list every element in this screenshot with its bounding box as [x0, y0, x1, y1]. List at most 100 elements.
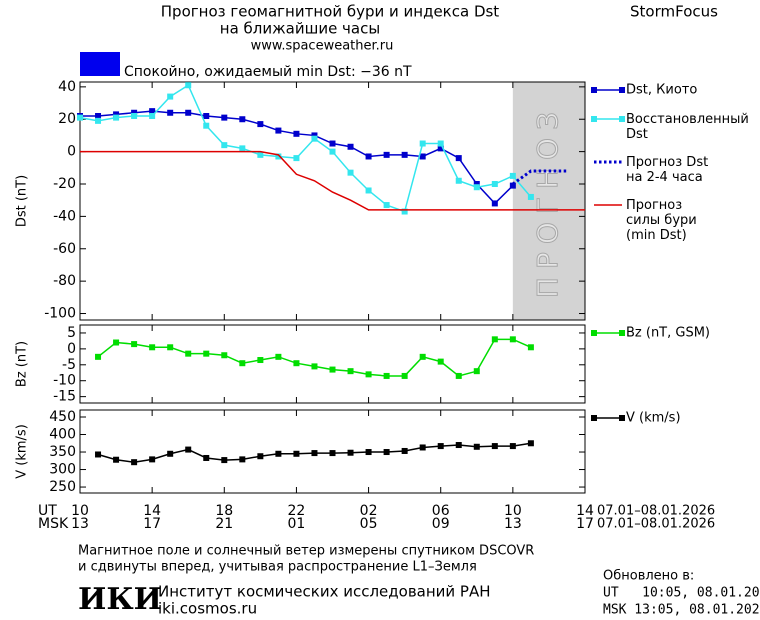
y-tick-label: -15 — [53, 389, 76, 405]
data-point — [509, 336, 516, 343]
data-point — [293, 360, 300, 367]
data-point — [311, 363, 318, 370]
legend-marker — [619, 116, 625, 122]
data-point — [365, 371, 372, 378]
data-point — [437, 443, 444, 450]
data-point — [311, 450, 318, 457]
y-axis-label: Bz (nT) — [15, 341, 30, 387]
data-point — [347, 368, 354, 375]
data-point — [113, 339, 120, 346]
legend-marker — [619, 330, 625, 336]
data-point — [167, 109, 174, 116]
legend-marker — [619, 415, 625, 421]
legend-label: V (km/s) — [626, 411, 681, 426]
x-tick-label: 10 — [504, 503, 522, 519]
data-point — [473, 443, 480, 450]
x-row-label: UT — [38, 503, 57, 519]
y-tick-label: -100 — [44, 306, 76, 322]
plot-frame — [79, 409, 586, 494]
legend-marker — [591, 415, 597, 421]
x-tick-label: 14 — [576, 503, 594, 519]
data-point — [257, 151, 264, 158]
data-point — [491, 181, 498, 187]
legend-marker — [591, 116, 597, 122]
data-point — [473, 368, 480, 375]
data-point — [401, 447, 408, 454]
y-tick-label: 400 — [49, 427, 76, 443]
y-tick-label: 5 — [67, 325, 76, 341]
y-axis-label: Dst (nT) — [15, 175, 30, 227]
x-tick-label-msk: 17 — [143, 516, 161, 532]
data-point — [95, 113, 102, 119]
data-point — [347, 169, 354, 176]
status-text: Спокойно, ожидаемый min Dst: −36 nT — [124, 64, 412, 80]
data-point — [95, 117, 102, 124]
data-point — [401, 372, 408, 379]
data-point — [257, 453, 264, 460]
forecast-label: ПРОГНОЗ — [531, 104, 564, 298]
data-point — [365, 153, 372, 160]
data-point — [131, 113, 138, 119]
y-tick-label: 40 — [58, 79, 76, 95]
data-point — [509, 182, 516, 189]
data-point — [167, 344, 174, 351]
data-point — [131, 109, 138, 116]
data-point — [419, 153, 426, 160]
data-point — [275, 450, 282, 457]
data-point — [221, 114, 228, 121]
plot-frame — [79, 324, 586, 404]
data-point — [185, 350, 192, 357]
x-tick-label: 18 — [215, 503, 233, 519]
data-point — [509, 172, 516, 179]
x-tick-label-msk: 05 — [360, 516, 378, 532]
data-point — [185, 82, 192, 89]
forecast-region — [512, 82, 585, 320]
data-point — [95, 353, 102, 360]
x-tick-label: 22 — [288, 503, 306, 519]
legend-label: Dst, Киото — [626, 83, 697, 98]
data-point — [149, 108, 156, 115]
data-point — [419, 140, 426, 147]
y-tick-label: 20 — [58, 111, 76, 127]
y-tick-label: -10 — [53, 373, 76, 389]
legend-marker — [591, 87, 597, 93]
url: www.spaceweather.ru — [251, 39, 394, 54]
data-point — [185, 109, 192, 116]
x-tick-label: 14 — [143, 503, 161, 519]
data-point — [437, 358, 444, 365]
data-point — [221, 457, 228, 464]
x-tick-label-msk: 21 — [215, 516, 233, 532]
data-point — [293, 450, 300, 457]
data-point — [401, 151, 408, 158]
data-point — [509, 443, 516, 450]
data-point — [203, 122, 210, 129]
legend-item: Прогноз Dst на 2-4 часа — [594, 155, 708, 185]
data-point — [311, 132, 318, 139]
data-point — [149, 113, 156, 119]
data-point — [455, 372, 462, 379]
x-tick-label-msk: 13 — [71, 516, 89, 532]
y-tick-label: 0 — [67, 144, 76, 160]
data-point — [257, 357, 264, 364]
y-tick-label: 250 — [49, 479, 76, 495]
data-point — [491, 336, 498, 343]
data-point — [239, 145, 246, 152]
x-tick-label: 02 — [360, 503, 378, 519]
data-point — [473, 181, 480, 187]
x-tick-label: 10 — [71, 503, 89, 519]
y-tick-label: 350 — [49, 444, 76, 460]
legend-label: Прогноз Dst на 2-4 часа — [626, 155, 708, 185]
legend-item: Прогноз силы бури (min Dst) — [594, 198, 697, 243]
x-tick-label-msk: 17 — [576, 516, 594, 532]
data-point — [527, 344, 534, 351]
legend-item: V (km/s) — [591, 411, 681, 426]
data-point — [221, 142, 228, 149]
data-point — [329, 148, 336, 155]
data-point — [347, 143, 354, 150]
data-point — [275, 353, 282, 360]
y-tick-label: -80 — [53, 273, 76, 289]
status-swatch — [80, 52, 120, 76]
data-point — [437, 140, 444, 147]
x-tick-label: 06 — [432, 503, 450, 519]
